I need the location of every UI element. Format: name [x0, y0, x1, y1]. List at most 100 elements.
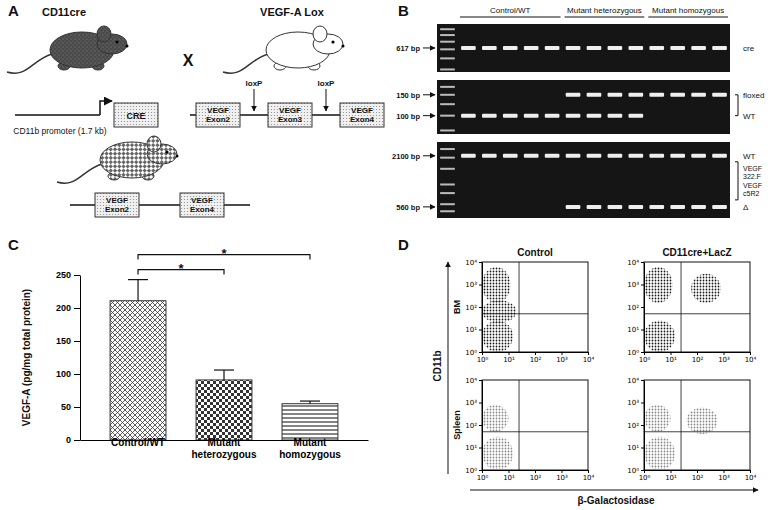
band [712, 154, 727, 158]
loxp-arrow [326, 89, 327, 111]
panel-c: C050100150200250Control/WTMutantheterozy… [8, 236, 369, 460]
cell-population [482, 321, 513, 352]
band [691, 205, 706, 209]
gate-line [519, 380, 520, 470]
tick-mark [479, 352, 482, 353]
band [649, 154, 664, 158]
text-line: Exon2 [105, 205, 130, 214]
tick-mark [479, 448, 482, 449]
ladder-band [440, 210, 455, 212]
group-label: Mutant homozygous [652, 6, 724, 15]
gel-bands [440, 86, 727, 132]
exon-box [268, 103, 312, 127]
text-line: Mutant [208, 437, 241, 448]
text-line: VEGF [351, 106, 373, 115]
ladder-band [440, 115, 455, 117]
tick-mark [74, 341, 80, 342]
column-title: CD11cre+LacZ [662, 247, 731, 258]
tick-label: 10² [530, 474, 542, 482]
tick-label: 10² [627, 304, 639, 312]
tick-label: 10⁰ [477, 474, 489, 482]
band [461, 154, 476, 158]
tick: 10² [530, 352, 542, 364]
tick-label: 10³ [627, 281, 639, 289]
ladder-band [440, 103, 455, 105]
gel [437, 24, 730, 72]
tick-label: 10⁴ [627, 377, 639, 385]
error-cap [214, 369, 234, 370]
tick: 10¹ [627, 326, 644, 334]
tick-label: 10¹ [465, 444, 477, 452]
tick-label: 10⁰ [477, 356, 489, 364]
band-label: Δ [743, 203, 749, 212]
tick: 10³ [556, 470, 568, 482]
band [587, 154, 602, 158]
text-line: 322.F [743, 173, 761, 180]
flow-plot: 10⁰10¹10²10³10⁴10⁰10¹10²10³10⁴ [627, 377, 756, 482]
bar [110, 301, 166, 440]
exon-box [196, 103, 240, 127]
tick-label: 10⁴ [745, 356, 757, 364]
band [587, 46, 602, 50]
tick-label: 10⁴ [745, 474, 757, 482]
tick-mark [697, 470, 698, 473]
ladder-band [440, 57, 455, 59]
band-label: WT [743, 152, 756, 161]
tick-label: 10³ [465, 281, 477, 289]
band [628, 205, 643, 209]
tick-label: 10⁰ [627, 349, 639, 357]
tick-label: 10³ [627, 399, 639, 407]
mouse-nose [126, 45, 129, 48]
text-line: Exon2 [206, 115, 231, 124]
band [566, 93, 581, 97]
figure: ACD11creXVEGF-A LoxCRECD11b promoter (1.… [0, 0, 772, 510]
tick: 100 [56, 369, 80, 379]
tick-mark [479, 425, 482, 426]
tick-label: 10² [465, 422, 477, 430]
tick-mark [562, 470, 563, 473]
text-line: Mutant [294, 437, 327, 448]
tick-label: 10² [692, 474, 704, 482]
tick-mark [641, 448, 644, 449]
tick-mark [588, 352, 589, 355]
primer-label: VEGFc5R2 [743, 182, 762, 198]
text-line: heterozygous [191, 449, 256, 460]
tick-mark [724, 352, 725, 355]
mouse-tail [57, 164, 102, 183]
tick: 10¹ [665, 470, 677, 482]
tick-label: 10¹ [627, 326, 639, 334]
gate-line [681, 380, 682, 470]
tick-label: 10¹ [465, 326, 477, 334]
gene-box [114, 103, 158, 127]
mouse-ear [313, 26, 327, 42]
band [482, 114, 497, 118]
tick: 10³ [718, 352, 730, 364]
tick-mark [74, 374, 80, 375]
panel-label: D [398, 236, 409, 253]
tick-label: 10³ [465, 399, 477, 407]
tick: 10⁴ [583, 470, 595, 482]
ladder-band [440, 168, 455, 170]
text-line: VEGF [743, 182, 762, 189]
tick-mark [641, 425, 644, 426]
tick: 10⁴ [745, 470, 757, 482]
plot-frame [644, 380, 750, 470]
tick-label: 10⁰ [465, 467, 477, 475]
tick: 10⁰ [639, 470, 651, 482]
tick-mark [479, 262, 482, 263]
tick: 0 [66, 435, 80, 445]
tick-mark [562, 352, 563, 355]
text-line: c5R2 [743, 190, 759, 197]
ladder-band [440, 129, 455, 131]
tick: 10² [465, 422, 482, 430]
cell-population [691, 274, 721, 303]
mouse-eye [331, 40, 334, 43]
gate-line [644, 313, 750, 314]
band [608, 205, 623, 209]
panel-d: DControlCD11cre+LacZBMSpleenCD11bβ-Galac… [398, 236, 758, 506]
tick-label: 150 [56, 336, 71, 346]
text-line: VEGF [191, 196, 213, 205]
error-bar [223, 370, 224, 380]
cross-symbol: X [183, 52, 194, 69]
axis-arrow [470, 490, 758, 491]
